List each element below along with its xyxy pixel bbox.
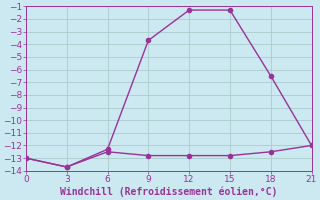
X-axis label: Windchill (Refroidissement éolien,°C): Windchill (Refroidissement éolien,°C): [60, 187, 277, 197]
